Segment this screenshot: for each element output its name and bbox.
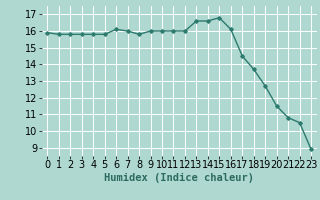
X-axis label: Humidex (Indice chaleur): Humidex (Indice chaleur) bbox=[104, 173, 254, 183]
